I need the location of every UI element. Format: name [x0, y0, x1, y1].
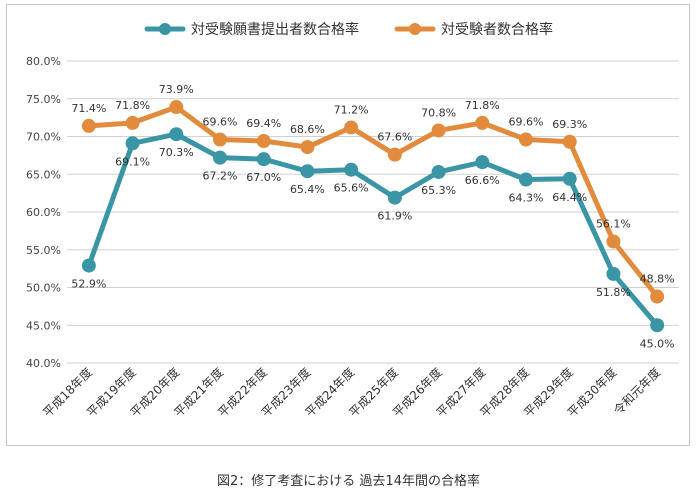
line-chart: 40.0% 45.0% 50.0% 55.0% 60.0% 65.0% 70.0% 75.0%…	[26, 21, 679, 420]
legend-marker	[159, 23, 171, 35]
data-label: 45.0%	[640, 337, 675, 350]
data-labels: 52.9% 69.1% 70.3% 67.2% 67.0% 65.4% 65.6% 61.9%…	[71, 83, 674, 350]
data-label: 61.9%	[377, 210, 412, 223]
data-label: 56.1%	[596, 217, 631, 230]
data-label: 69.6%	[509, 116, 544, 129]
data-point	[519, 132, 533, 147]
data-point	[431, 123, 446, 138]
data-label: 67.2%	[203, 170, 238, 183]
data-label: 68.6%	[290, 123, 325, 136]
x-tick-label: 令和元年度	[610, 365, 663, 418]
x-axis: 平成18年度平成19年度平成20年度平成21年度平成22年度平成23年度平成24…	[40, 365, 664, 420]
data-label: 70.3%	[159, 146, 194, 159]
legend-label: 対受験者数合格率	[441, 21, 553, 38]
data-point	[344, 120, 359, 135]
data-label: 71.2%	[334, 103, 369, 116]
data-label: 64.3%	[509, 192, 544, 205]
data-point	[213, 150, 227, 165]
data-label: 71.8%	[465, 99, 500, 112]
legend-marker	[409, 23, 421, 35]
figure-caption: 図2：修了考査における 過去14年間の合格率	[217, 474, 480, 489]
data-point	[125, 115, 140, 130]
series-layer	[81, 100, 665, 333]
data-point	[169, 100, 184, 115]
data-label: 70.8%	[421, 106, 456, 119]
data-point	[475, 155, 490, 170]
legend-label: 対受験願書提出者数合格率	[191, 21, 359, 38]
data-label: 48.8%	[640, 273, 675, 286]
data-point	[169, 127, 184, 142]
data-label: 73.9%	[159, 83, 194, 96]
data-point	[256, 134, 271, 149]
chart-frame: 40.0% 45.0% 50.0% 55.0% 60.0% 65.0% 70.0% 75.0%…	[6, 4, 690, 446]
data-point	[213, 132, 227, 147]
data-label: 71.4%	[71, 102, 106, 115]
data-point	[256, 152, 271, 167]
series-line	[86, 104, 660, 300]
y-tick-label: 45.0%	[26, 319, 61, 332]
legend: 対受験願書提出者数合格率 対受験者数合格率	[144, 21, 553, 38]
y-tick-label: 80.0%	[26, 55, 61, 68]
data-point	[519, 172, 533, 187]
data-label: 65.6%	[334, 182, 369, 195]
data-point	[650, 289, 665, 304]
data-point	[81, 258, 96, 273]
data-label: 69.1%	[115, 155, 150, 168]
y-tick-label: 50.0%	[26, 282, 61, 295]
data-label: 69.3%	[552, 118, 587, 131]
data-point	[300, 140, 315, 155]
data-label: 69.6%	[203, 116, 238, 129]
data-point	[81, 118, 96, 133]
data-point	[300, 164, 315, 179]
data-label: 64.4%	[552, 191, 587, 204]
data-point	[344, 162, 359, 177]
data-point	[475, 115, 490, 130]
data-label: 66.6%	[465, 174, 500, 187]
y-tick-label: 70.0%	[26, 131, 61, 144]
data-label: 69.4%	[246, 117, 281, 130]
y-tick-label: 55.0%	[26, 244, 61, 257]
data-label: 67.6%	[377, 131, 412, 144]
data-point	[606, 266, 621, 281]
data-label: 51.8%	[596, 286, 631, 299]
data-point	[606, 234, 621, 249]
data-label: 71.8%	[115, 99, 150, 112]
data-point	[650, 318, 665, 333]
data-point	[431, 164, 446, 179]
data-label: 52.9%	[71, 278, 106, 291]
y-axis: 40.0% 45.0% 50.0% 55.0% 60.0% 65.0% 70.0% 75.0%…	[26, 55, 61, 370]
data-label: 65.4%	[290, 183, 325, 196]
data-label: 67.0%	[246, 171, 281, 184]
data-label: 65.3%	[421, 184, 456, 197]
y-tick-label: 60.0%	[26, 206, 61, 219]
data-point	[387, 190, 402, 205]
data-point	[125, 136, 140, 151]
y-tick-label: 40.0%	[26, 357, 61, 370]
data-point	[562, 134, 577, 149]
series-line	[86, 131, 660, 328]
y-tick-label: 65.0%	[26, 168, 61, 181]
y-tick-label: 75.0%	[26, 93, 61, 106]
data-point	[387, 147, 402, 162]
data-point	[562, 171, 577, 186]
